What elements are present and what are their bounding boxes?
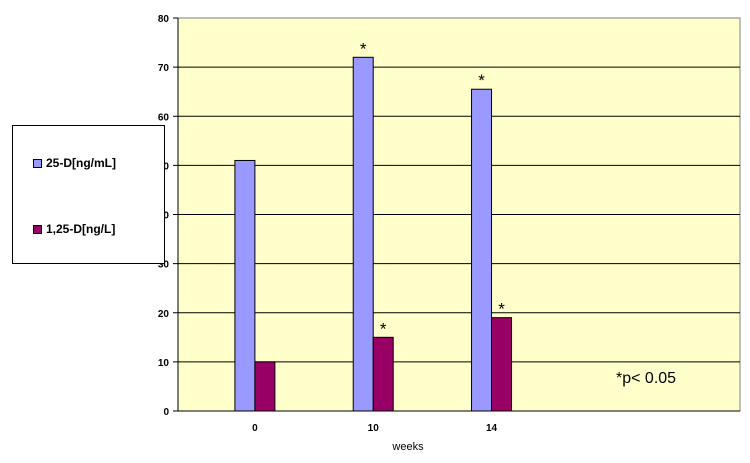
y-tick-label: 10 <box>158 358 170 369</box>
legend-item-25d: 25-D[ng/mL] <box>33 156 116 170</box>
y-axis: 01020304050607080 <box>158 14 179 418</box>
x-tick-label: 14 <box>486 423 498 434</box>
bar <box>234 159 256 412</box>
bar <box>372 336 394 412</box>
bar <box>254 361 276 412</box>
significance-marker: * <box>498 300 505 319</box>
legend-label-125d: 1,25-D[ng/L] <box>46 222 116 236</box>
y-tick-label: 30 <box>158 260 170 271</box>
bar <box>491 317 513 412</box>
legend: 25-D[ng/mL] 1,25-D[ng/L] <box>12 125 165 264</box>
x-axis: 0 10 14 <box>178 410 740 434</box>
significance-marker: * <box>478 71 485 90</box>
x-tick-label: 10 <box>368 423 380 434</box>
legend-swatch-125d <box>33 224 42 234</box>
y-tick-label: 0 <box>163 407 169 418</box>
legend-label-25d: 25-D[ng/mL] <box>46 156 116 170</box>
bars: * * * * <box>234 39 513 412</box>
y-tick-label: 20 <box>158 309 170 320</box>
y-tick-label: 80 <box>158 14 170 25</box>
significance-marker: * <box>380 319 387 338</box>
y-tick-label: 70 <box>158 63 170 74</box>
legend-swatch-25d <box>33 158 42 168</box>
significance-note: *p< 0.05 <box>616 370 677 387</box>
x-axis-label: weeks <box>391 441 424 453</box>
bar <box>471 88 493 412</box>
bar <box>352 56 374 412</box>
x-tick-label: 0 <box>252 423 258 434</box>
significance-marker: * <box>360 39 367 58</box>
y-tick-label: 60 <box>158 112 170 123</box>
legend-item-125d: 1,25-D[ng/L] <box>33 222 115 236</box>
